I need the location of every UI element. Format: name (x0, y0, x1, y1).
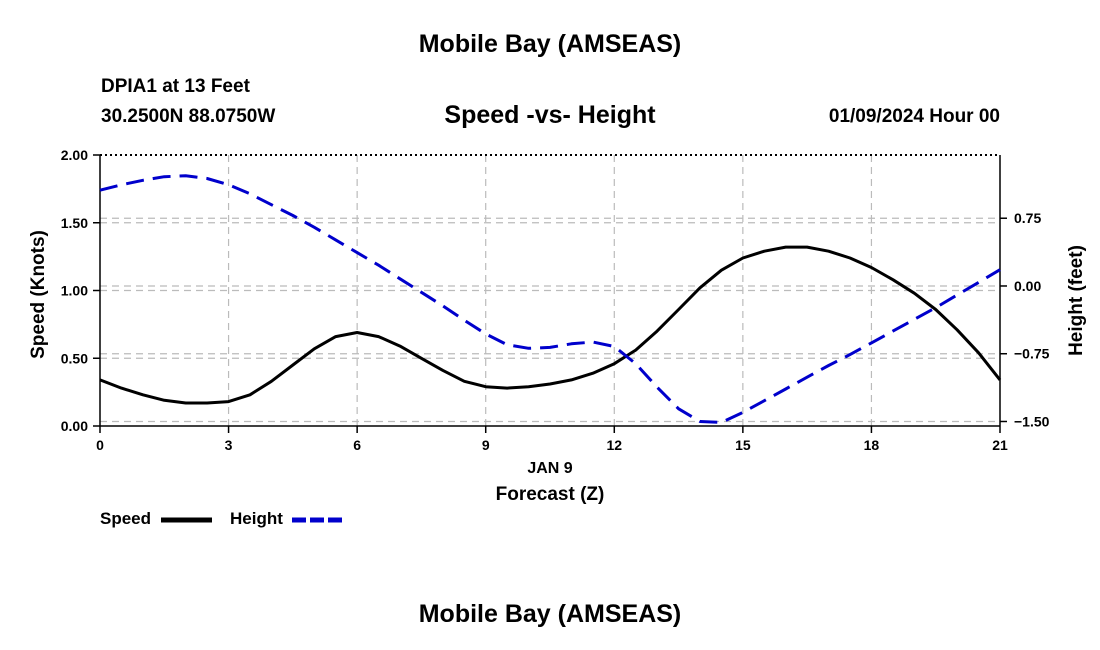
forecast-date-label: 01/09/2024 Hour 00 (828, 106, 1000, 127)
grid-layer (100, 155, 1000, 426)
page-title-bottom: Mobile Bay (AMSEAS) (418, 600, 682, 628)
x-axis-title: Forecast (Z) (496, 484, 605, 505)
x-tick-label: 6 (353, 437, 361, 453)
y-tick-label: 0.50 (61, 350, 88, 366)
x-tick-label: 15 (735, 437, 751, 453)
y-tick-label: 1.50 (61, 215, 88, 231)
legend-height-label: Height (230, 509, 283, 528)
height-series-line (99, 174, 1001, 424)
y2-tick-label: 0.75 (1014, 210, 1041, 226)
speed-series-line (99, 245, 1002, 405)
y2-tick-label: −1.50 (1014, 413, 1050, 429)
x-tick-label: 12 (606, 437, 622, 453)
y-tick-label: 1.00 (61, 283, 88, 299)
x-tick-label: 21 (992, 437, 1008, 453)
chart-title: Speed -vs- Height (444, 101, 656, 129)
y-axis-title: Speed (Knots) (28, 230, 49, 359)
legend-speed-label: Speed (100, 509, 152, 528)
y2-tick-label: 0.00 (1014, 278, 1041, 294)
station-label: DPIA1 at 13 Feet (101, 76, 250, 97)
y2-tick-label: −0.75 (1014, 346, 1050, 362)
x-axis-sublabel: JAN 9 (527, 460, 572, 477)
x-tick-label: 18 (864, 437, 880, 453)
page-title: Mobile Bay (AMSEAS) (418, 30, 682, 58)
y-tick-label: 0.00 (61, 418, 88, 434)
x-tick-label: 3 (225, 437, 233, 453)
series-layer (99, 174, 1002, 424)
y2-axis-title: Height (feet) (1066, 245, 1087, 356)
coordinates-label: 30.2500N 88.0750W (101, 106, 276, 127)
axis-layer: 0 3 6 9 12 15 18 21 0.00 0.50 1.00 1.50 2.00 −1.50 −0.… (28, 147, 1087, 505)
x-tick-label: 9 (482, 437, 490, 453)
x-tick-label: 0 (96, 437, 104, 453)
y-tick-label: 2.00 (61, 147, 88, 163)
